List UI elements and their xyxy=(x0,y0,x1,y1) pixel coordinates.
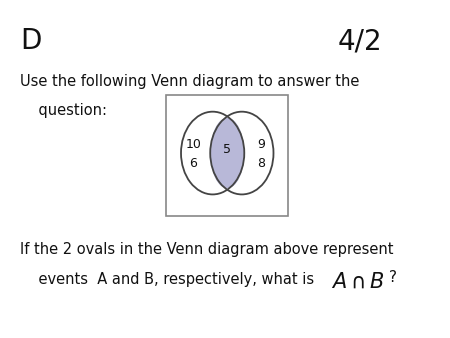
Ellipse shape xyxy=(210,118,244,188)
Text: 9: 9 xyxy=(257,138,265,151)
Text: If the 2 ovals in the Venn diagram above represent: If the 2 ovals in the Venn diagram above… xyxy=(20,242,393,257)
Text: Use the following Venn diagram to answer the: Use the following Venn diagram to answer… xyxy=(20,74,359,89)
Text: 6: 6 xyxy=(189,158,197,170)
Text: $A \cap B$: $A \cap B$ xyxy=(331,272,385,292)
Text: D: D xyxy=(20,27,41,55)
Text: question:: question: xyxy=(20,103,107,118)
Text: 5: 5 xyxy=(223,143,231,156)
Text: 10: 10 xyxy=(185,138,201,151)
Text: 4/2: 4/2 xyxy=(338,27,382,55)
Text: events  A and B, respectively, what is: events A and B, respectively, what is xyxy=(20,272,314,287)
Text: ?: ? xyxy=(389,270,397,285)
Text: 8: 8 xyxy=(257,158,266,170)
